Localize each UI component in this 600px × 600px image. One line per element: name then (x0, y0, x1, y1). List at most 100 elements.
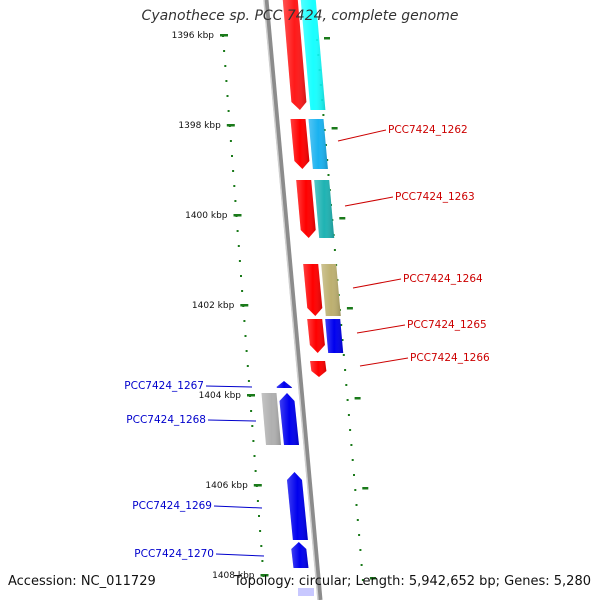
outer-major-tick (369, 577, 376, 580)
scale-tick-label: 1406 kbp (205, 481, 248, 491)
outer-scale-dot (324, 144, 327, 146)
gene-g1265 (307, 319, 344, 353)
major-tick (247, 394, 255, 397)
inner-scale-dot (253, 455, 256, 457)
gene-features (261, 0, 344, 596)
scale-tick-label: 1398 kbp (178, 121, 221, 131)
gene-segment-shine (307, 319, 325, 353)
gene-label-line (352, 278, 402, 289)
gene-label-line (344, 196, 394, 207)
gene-label-line (213, 505, 263, 509)
outer-scale-dot (355, 504, 358, 506)
gene-label: PCC7424_1269 (132, 500, 212, 512)
major-tick (220, 34, 228, 37)
outer-scale-dot (333, 249, 336, 251)
inner-scale-dot (233, 185, 236, 187)
gene-g1261 (282, 0, 326, 110)
gene-label: PCC7424_1270 (134, 548, 214, 560)
gene-segment-shine (296, 180, 316, 238)
major-tick (253, 484, 262, 487)
major-tick (240, 304, 249, 307)
inner-scale-dot (227, 110, 230, 112)
gene-segment-shine (287, 472, 308, 540)
outer-major-tick (331, 127, 338, 130)
outer-scale-dot (322, 114, 325, 116)
inner-scale-dot (240, 275, 242, 277)
gene-partial-bottom (298, 588, 314, 596)
inner-scale-dot (236, 230, 239, 232)
gene-g1266 (310, 361, 327, 377)
gene-label-line (215, 553, 265, 557)
scale-ticks: 1396 kbp 1398 kbp 1400 kbp 1402 kbp 1404 kbp… (172, 31, 376, 581)
outer-major-tick (362, 487, 369, 490)
backbone-highlight (263, 0, 319, 600)
gene-segment-shine (300, 0, 326, 110)
gene-label-line (207, 419, 257, 422)
outer-scale-dot (354, 489, 357, 491)
inner-scale-dot (226, 95, 229, 97)
map-title: Cyanothece sp. PCC 7424, complete genome (141, 8, 459, 24)
accession-text: Accession: NC_011729 (8, 574, 156, 589)
inner-scale-dot (229, 140, 232, 142)
gene-label: PCC7424_1268 (126, 414, 206, 426)
gene-g1267 (276, 381, 293, 388)
inner-scale-dot (258, 515, 260, 517)
outer-scale-dot (347, 414, 350, 416)
gene-segment-shine (261, 393, 281, 445)
gene-label: PCC7424_1265 (407, 319, 487, 331)
gene-label-line (359, 357, 409, 367)
inner-scale-dot (241, 290, 244, 292)
inner-scale-dot (238, 260, 241, 262)
gene-segment-shine (282, 0, 307, 110)
gene-g1270 (291, 542, 309, 568)
outer-scale-dot (349, 429, 352, 431)
inner-scale-dot (261, 560, 264, 562)
gene-label: PCC7424_1267 (124, 380, 204, 392)
outer-scale-dot (323, 129, 326, 131)
backbone-line (263, 0, 323, 600)
gene-g1263 (296, 180, 335, 238)
inner-scale-dot (225, 80, 228, 82)
gene-g1264 (303, 264, 341, 316)
inner-scale-dot (246, 365, 249, 367)
inner-scale-dot (259, 530, 262, 532)
gene-label: PCC7424_1262 (388, 124, 468, 136)
gene-labels: PCC7424_1262 PCC7424_1263 PCC7424_1264 PCC7… (124, 124, 490, 560)
inner-scale-dot (237, 245, 240, 247)
gene-label-line (205, 385, 253, 388)
outer-scale-dot (353, 474, 355, 476)
inner-scale-dot (260, 545, 263, 547)
outer-scale-dot (360, 564, 363, 566)
outer-scale-dot (340, 324, 343, 326)
inner-scale-dot (244, 335, 247, 337)
gene-label: PCC7424_1266 (410, 352, 490, 364)
inner-scale-dot (254, 470, 257, 472)
scale-tick-label: 1400 kbp (185, 211, 228, 221)
major-tick (226, 124, 235, 127)
outer-scale-dot (361, 579, 364, 581)
scale-tick-label: 1408 kbp (212, 571, 255, 581)
outer-scale-dot (344, 369, 347, 371)
gene-segment-shine (325, 319, 344, 353)
gene-segment-shine (291, 542, 309, 568)
inner-scale-dot (223, 50, 226, 52)
gene-label-line (356, 324, 406, 334)
major-tick (233, 214, 242, 217)
outer-major-tick (346, 307, 353, 310)
gene-segment-shine (303, 264, 323, 316)
gene-label: PCC7424_1263 (395, 191, 475, 203)
inner-scale-dot (231, 155, 233, 157)
topology-text: Topology: circular; Length: 5,942,652 bp… (233, 574, 591, 589)
gene-g1262 (290, 119, 328, 169)
outer-scale-dot (327, 174, 330, 176)
inner-scale-dot (245, 350, 248, 352)
outer-scale-dot (359, 549, 362, 551)
inner-scale-dot (234, 200, 237, 202)
gene-label-line (337, 129, 387, 142)
outer-scale-dot (326, 159, 329, 161)
scale-tick-label: 1404 kbp (199, 391, 242, 401)
gene-label: PCC7424_1264 (403, 273, 483, 285)
outer-scale-dot (342, 354, 345, 356)
outer-major-tick (324, 37, 330, 40)
